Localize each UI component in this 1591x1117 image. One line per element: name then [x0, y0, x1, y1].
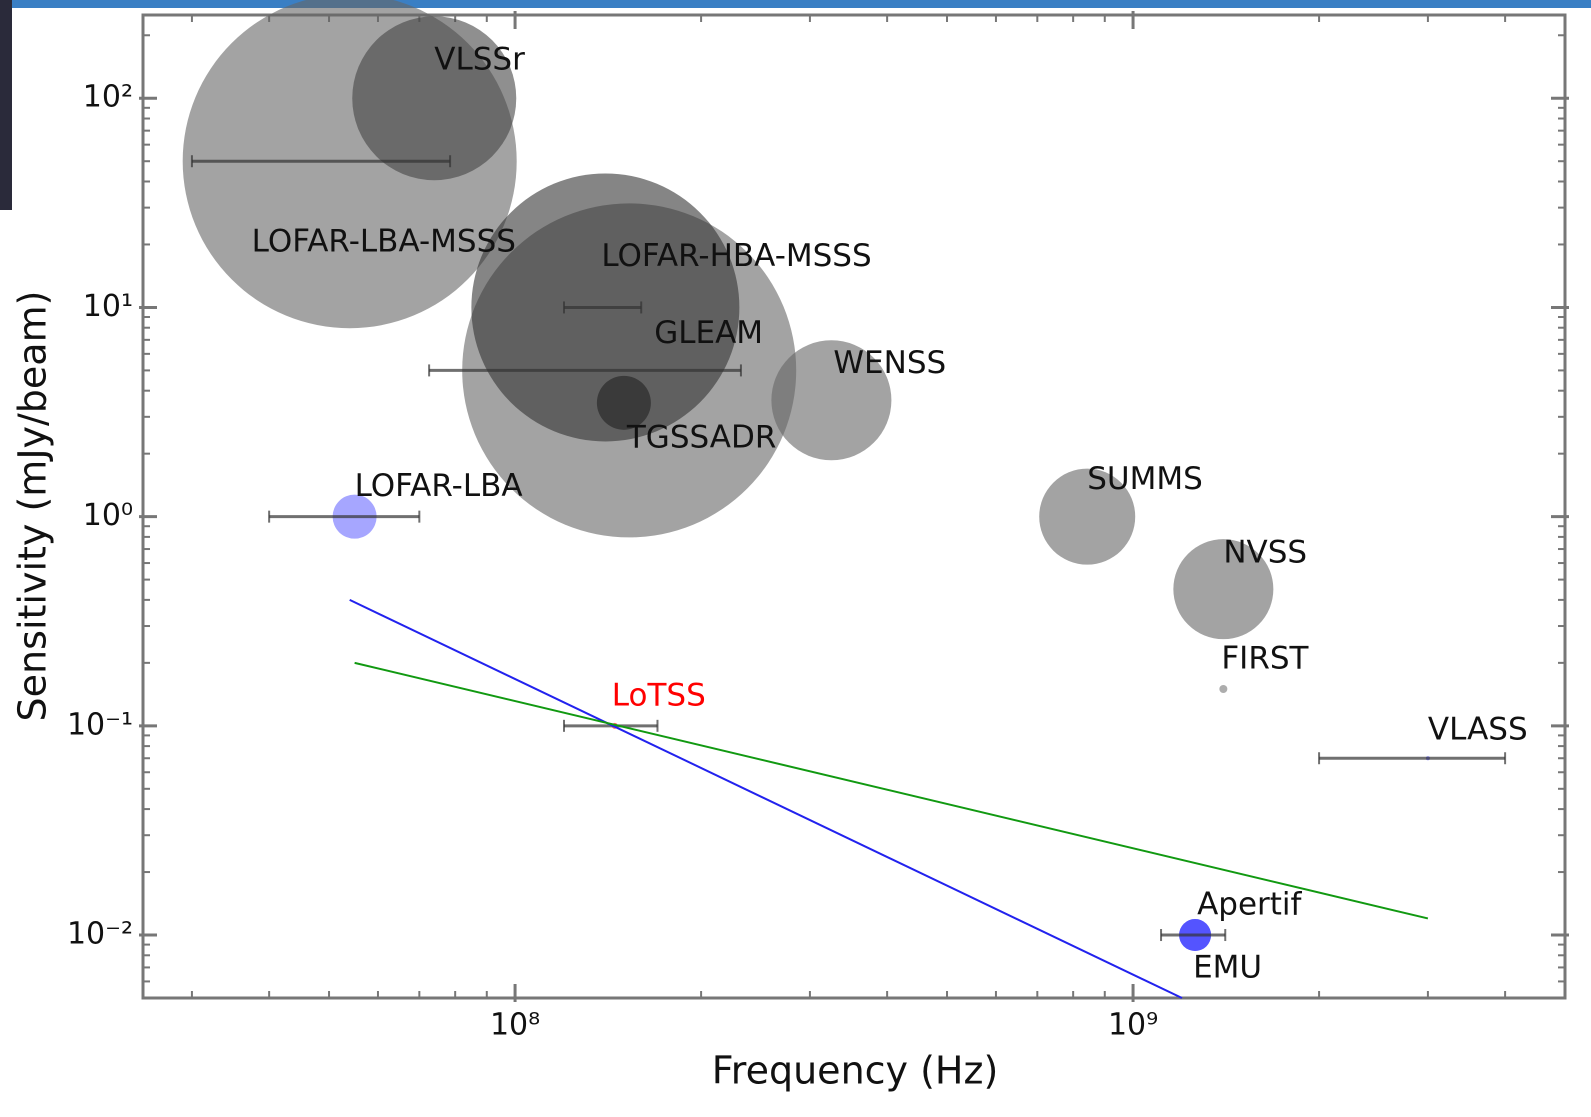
point-label: WENSS: [833, 345, 946, 381]
bubble: [771, 340, 892, 461]
bubble: [1039, 468, 1136, 565]
point-label: GLEAM: [654, 315, 763, 351]
bubble: [596, 375, 651, 430]
y-tick-label: 10¹: [83, 289, 133, 324]
point-label: VLASS: [1428, 712, 1528, 748]
x-tick-label: 10⁸: [490, 1008, 540, 1043]
trend-line: [349, 598, 1183, 999]
bubble: [1219, 684, 1228, 693]
point-label: TGSSADR: [626, 419, 777, 455]
y-tick-label: 10⁻²: [67, 917, 133, 952]
bubble: [352, 16, 517, 181]
x-axis-label: Frequency (Hz): [712, 1049, 999, 1093]
bubble: [1173, 539, 1274, 640]
point-label: LOFAR-LBA: [355, 468, 523, 504]
point-label: EMU: [1193, 950, 1262, 986]
point-label: FIRST: [1221, 640, 1309, 676]
point-label: VLSSr: [434, 42, 525, 78]
point-label: LoTSS: [612, 677, 706, 713]
y-tick-label: 10⁰: [83, 498, 133, 533]
y-axis-label: Sensitivity (mJy/beam): [11, 291, 55, 722]
y-tick-label: 10⁻¹: [67, 707, 133, 742]
point-label: LOFAR-LBA-MSSS: [252, 224, 516, 260]
trend-line: [354, 661, 1429, 920]
header-strip: [0, 0, 1591, 8]
y-tick-label: 10²: [83, 80, 133, 115]
point-label: NVSS: [1223, 535, 1307, 571]
point-label: LOFAR-HBA-MSSS: [601, 238, 871, 274]
point-label: Apertif: [1197, 887, 1302, 923]
side-image: [0, 0, 12, 210]
point-label: SUMMS: [1087, 461, 1203, 497]
x-tick-label: 10⁹: [1108, 1008, 1158, 1043]
